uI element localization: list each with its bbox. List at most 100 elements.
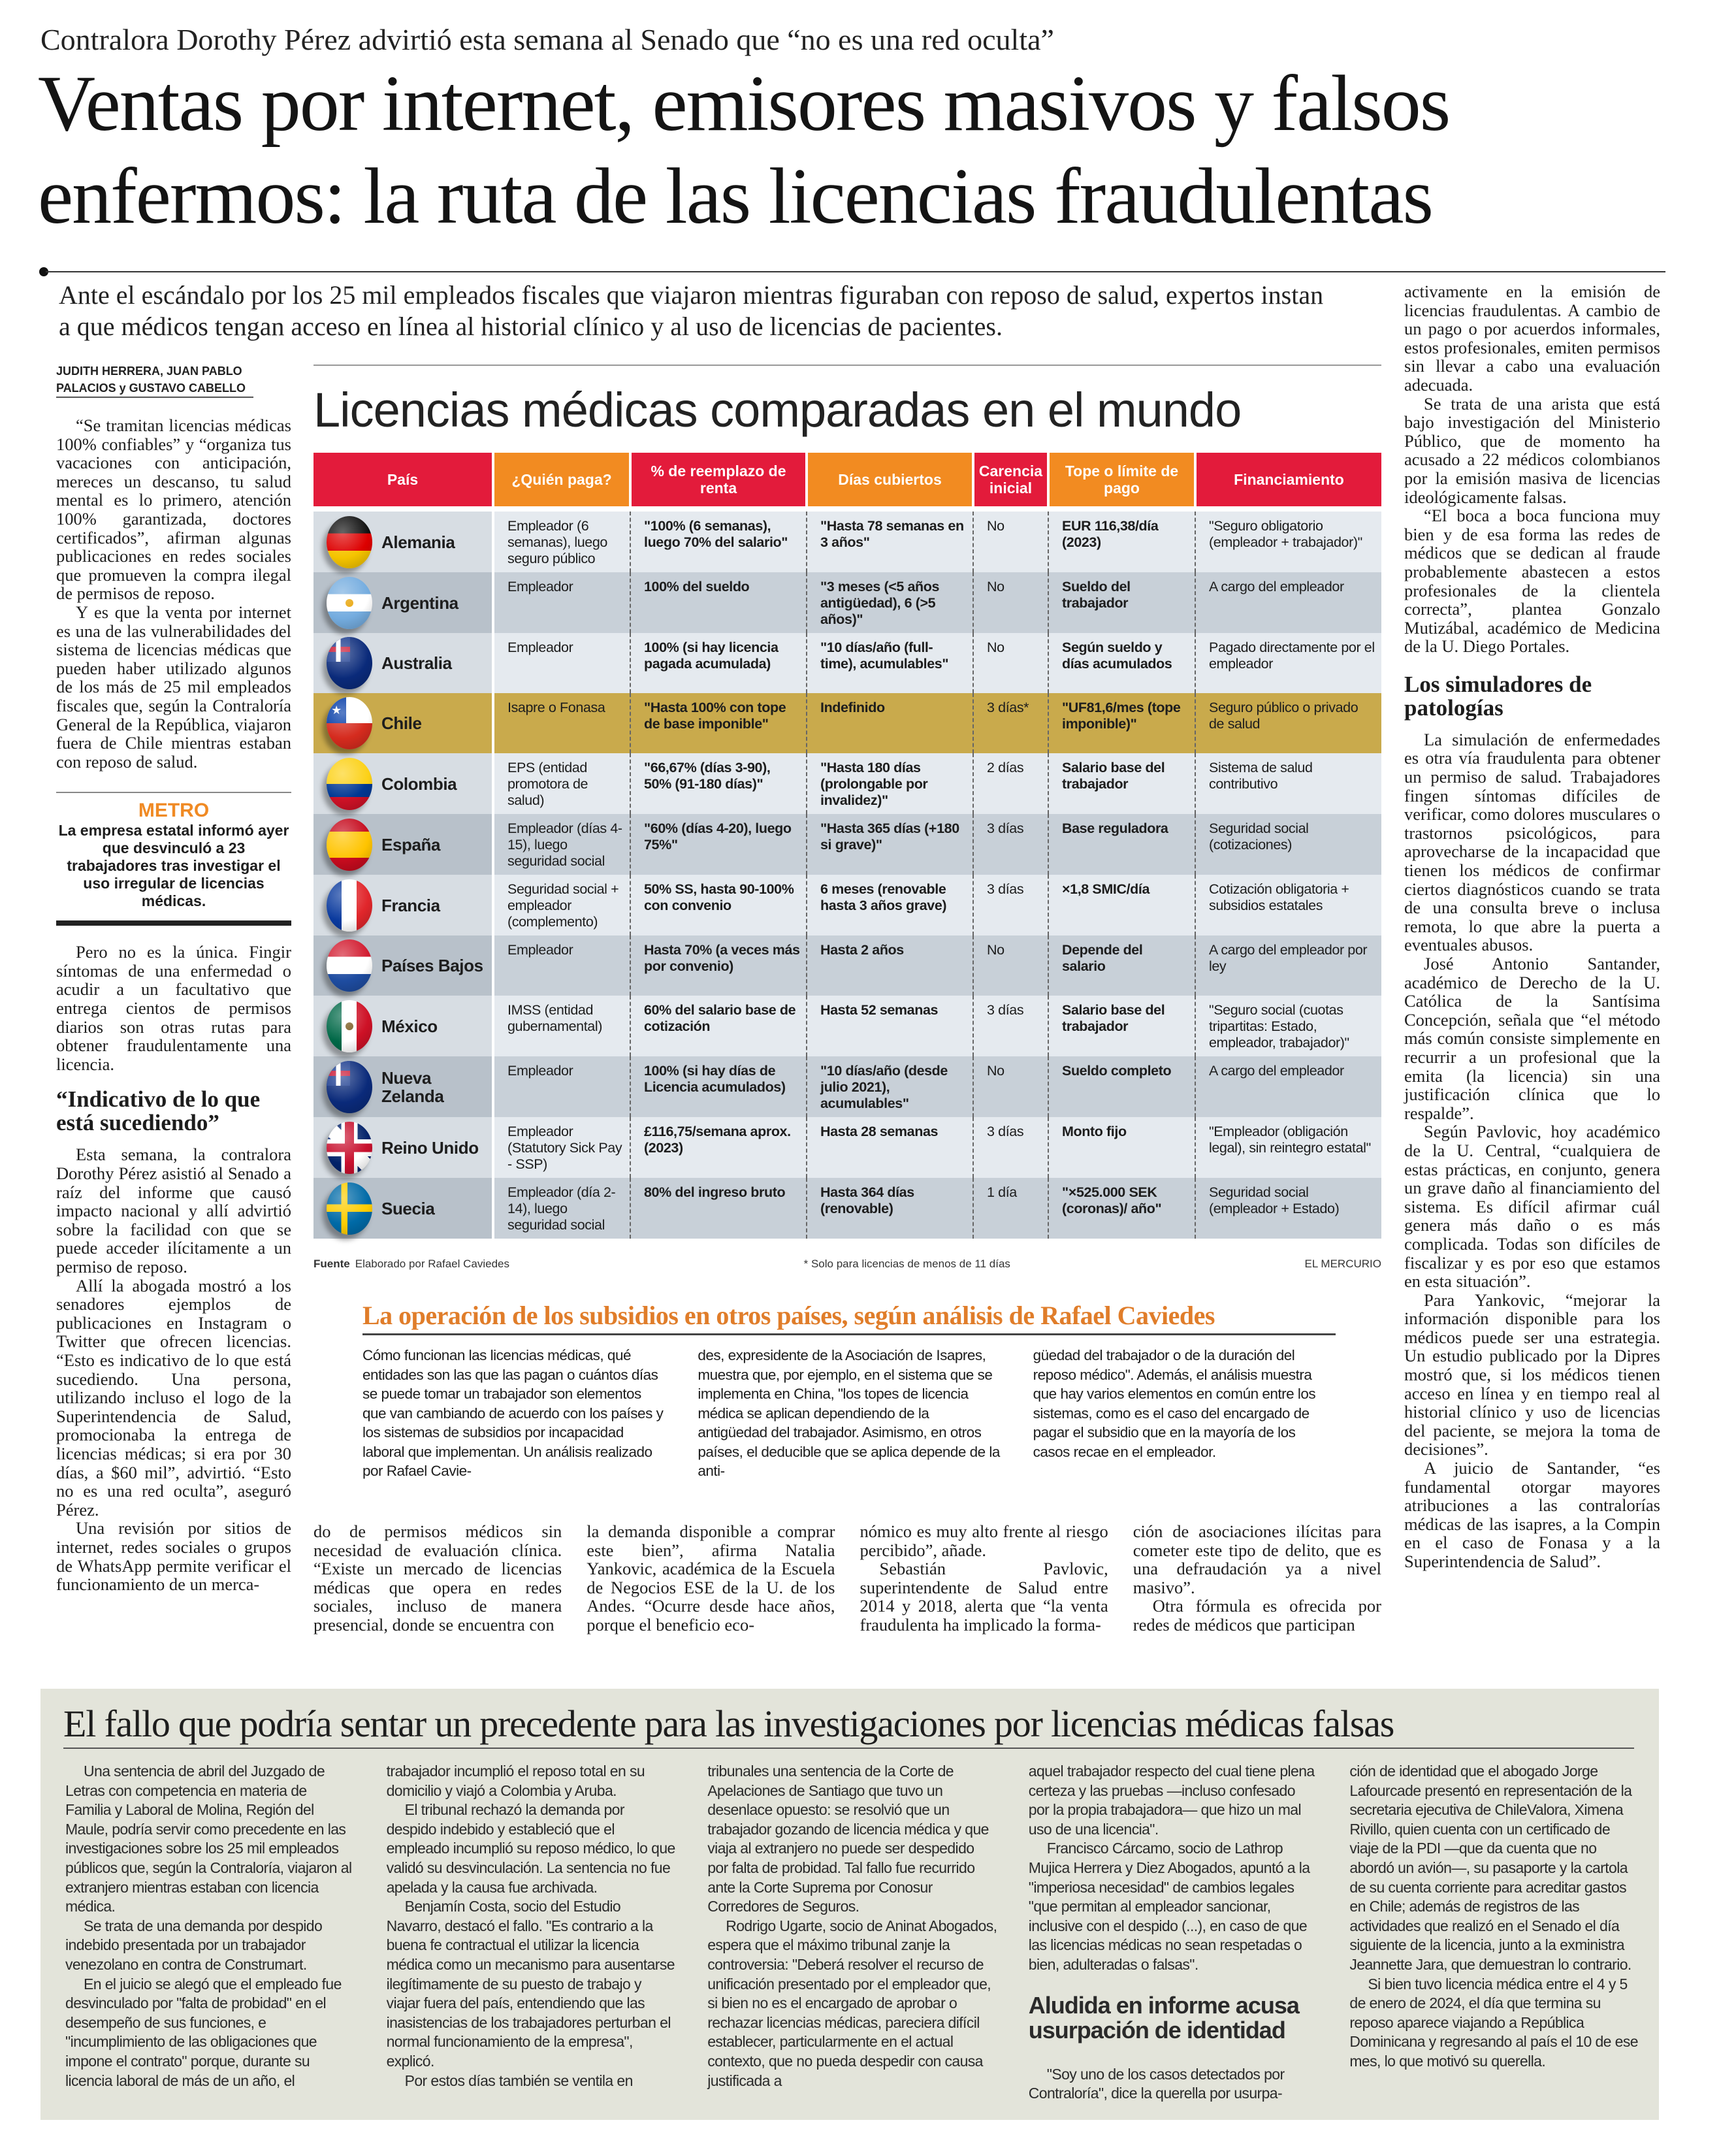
box-column: aquel trabajador respecto del cual tiene… — [1029, 1762, 1319, 2104]
column-header: % de reemplazo de renta — [630, 453, 808, 506]
source-label: Fuente — [313, 1258, 350, 1270]
table-cell: "60% (días 4-20), luego 75%" — [630, 814, 807, 875]
paragraph: Esta semana, la contralora Dorothy Pérez… — [56, 1145, 291, 1277]
country-cell: Colombia — [313, 753, 494, 814]
table-footnote: * Solo para licencias de menos de 11 día… — [803, 1258, 1010, 1270]
table-cell: Empleador — [493, 1056, 631, 1117]
table-cell: Empleador (día 2-14), luego seguridad so… — [493, 1178, 631, 1239]
table-row: Francia Seguridad social + empleador (com… — [313, 875, 1381, 935]
byline-line: PALACIOS y GUSTAVO CABELLO — [56, 382, 246, 395]
paragraph: Benjamín Costa, socio del Estudio Navarr… — [386, 1898, 675, 2070]
country-cell: Alemania — [313, 512, 494, 572]
table-cell: 3 días — [973, 814, 1049, 875]
table-cell: 3 días* — [973, 693, 1049, 753]
paragraph: Otra fórmula es ofrecida por redes de mé… — [1133, 1596, 1381, 1635]
table-row: Países Bajos Empleador Hasta 70% (a veces … — [313, 935, 1381, 996]
deck: Ante el escándalo por los 25 mil emplead… — [59, 280, 1324, 341]
table-row: Colombia EPS (entidad promotora de salud)… — [313, 753, 1381, 814]
source-text: Elaborado por Rafael Caviedes — [355, 1258, 509, 1270]
paragraph: Francisco Cárcamo, socio de Lathrop Muji… — [1028, 1840, 1310, 1973]
table-cell: IMSS (entidad gubernamental) — [493, 996, 631, 1056]
paragraph: En el juicio se alegó que el empleado fu… — [65, 1975, 342, 2089]
france-flag-icon — [327, 879, 372, 932]
country: México — [327, 1000, 488, 1052]
box-title: El fallo que podría sentar un precedente… — [63, 1700, 1634, 1749]
table-cell: Monto fijo — [1048, 1117, 1196, 1178]
country-cell: Países Bajos — [313, 935, 494, 996]
table-cell: No — [973, 1056, 1049, 1117]
table-cell: A cargo del empleador por ley — [1195, 935, 1381, 996]
table-cell: Hasta 52 semanas — [807, 996, 974, 1056]
comparison-table: País ¿Quién paga?% de reemplazo de renta D… — [313, 453, 1381, 1239]
sweden-flag-icon — [327, 1182, 372, 1235]
paragraph: “Se tramitan licencias médicas 100% conf… — [56, 415, 291, 604]
table-cell: Sistema de salud contributivo — [1195, 753, 1381, 814]
column-header: ¿Quién paga? — [493, 453, 632, 506]
paragraphs: Pero no es la única. Fingir síntomas de … — [56, 943, 291, 1073]
table-cell: Según sueldo y días acumulados — [1048, 633, 1196, 693]
country: Argentina — [327, 576, 488, 629]
country-cell: Francia — [313, 875, 494, 935]
text-column: ción de asociaciones ilícitas para comet… — [1133, 1522, 1381, 1635]
table-header-row: País ¿Quién paga?% de reemplazo de renta D… — [313, 453, 1381, 506]
paragraph: Para Yankovic, “mejorar la información d… — [1404, 1290, 1660, 1459]
table-cell: Sueldo del trabajador — [1048, 572, 1196, 633]
paragraph: "Soy uno de los casos detectados por Con… — [1028, 2065, 1285, 2102]
country-name: Australia — [381, 653, 452, 673]
paragraph: trabajador incumplió el reposo total en … — [386, 1763, 645, 1799]
table-cell: "66,67% (días 3-90), 50% (91-180 días)" — [630, 753, 807, 814]
table-cell: Seguro público o privado de salud — [1195, 693, 1381, 753]
table-cell: 100% (si hay licencia pagada acumulada) — [630, 633, 807, 693]
box-column: ción de identidad que el abogado Jorge L… — [1349, 1762, 1639, 2104]
table-row: Suecia Empleador (día 2-14), luego seguri… — [313, 1178, 1381, 1239]
argentina-flag-icon — [327, 576, 372, 629]
table-cell: Pagado directamente por el empleador — [1195, 633, 1381, 693]
table-cell: Depende del salario — [1048, 935, 1196, 996]
table-cell: "Hasta 180 días (prolongable por invalid… — [807, 753, 974, 814]
paragraph: Allí la abogada mostró a los senadores e… — [56, 1275, 291, 1520]
paragraph: Y es que la venta por internet es una de… — [56, 602, 291, 772]
paragraph: El tribunal rechazó la demanda por despi… — [386, 1801, 676, 1896]
country-name: México — [381, 1016, 438, 1036]
table-cell: 3 días — [973, 875, 1049, 935]
paragraph: tribunales una sentencia de la Corte de … — [707, 1763, 989, 1915]
table-cell: £116,75/semana aprox. (2023) — [630, 1117, 807, 1178]
table-cell: No — [973, 633, 1049, 693]
subsidies-title: La operación de los subsidios en otros p… — [362, 1300, 1336, 1335]
paragraph: Pero no es la única. Fingir síntomas de … — [56, 942, 291, 1074]
spacer — [313, 506, 1381, 512]
paragraph: Se trata de una demanda por despido inde… — [65, 1917, 323, 1973]
country: Suecia — [327, 1182, 488, 1235]
table-cell: Isapre o Fonasa — [493, 693, 631, 753]
kicker: Contralora Dorothy Pérez advirtió esta s… — [40, 23, 1054, 56]
australia-flag-icon — [327, 637, 372, 689]
lower-columns: do de permisos médicos sin necesidad de … — [313, 1522, 1381, 1635]
chile-flag-icon — [327, 697, 372, 749]
subheading: “Indicativo de lo que está sucediendo” — [56, 1086, 261, 1136]
country: Alemania — [327, 515, 488, 568]
country-name: Colombia — [381, 773, 457, 794]
country-name: Países Bajos — [381, 956, 483, 975]
paragraph: Una revisión por sitios de internet, red… — [56, 1518, 291, 1595]
country-cell: Australia — [313, 633, 494, 693]
table-cell: "Hasta 78 semanas en 3 años" — [807, 512, 974, 572]
text-column: la demanda disponible a comprar este bie… — [587, 1522, 835, 1635]
table-cell: 1 día — [973, 1178, 1049, 1239]
country-cell: España — [313, 814, 494, 875]
paragraph: ción de identidad que el abogado Jorge L… — [1349, 1763, 1632, 1973]
country-name: Suecia — [381, 1198, 435, 1218]
related-story-box: El fallo que podría sentar un precedente… — [40, 1689, 1659, 2120]
table-cell: "Seguro obligatorio (empleador + trabaja… — [1195, 512, 1381, 572]
bullet-dot — [39, 267, 48, 276]
country-cell: Argentina — [313, 572, 494, 633]
table-cell: Empleador (días 4-15), luego seguridad s… — [493, 814, 631, 875]
table-cell: Seguridad social + empleador (complement… — [493, 875, 631, 935]
table-cell: Cotización obligatoria + subsidios estat… — [1195, 875, 1381, 935]
paragraph: Por estos días también se ventila en — [404, 2072, 634, 2089]
metro-label: METRO — [138, 800, 210, 822]
metro-callout: METRO La empresa estatal informó ayer qu… — [56, 792, 291, 926]
table-cell: 6 meses (renovable hasta 3 años grave) — [807, 875, 974, 935]
paragraph: do de permisos médicos sin necesidad de … — [313, 1521, 562, 1635]
table-cell: 3 días — [973, 1117, 1049, 1178]
table-cell: Base reguladora — [1048, 814, 1196, 875]
